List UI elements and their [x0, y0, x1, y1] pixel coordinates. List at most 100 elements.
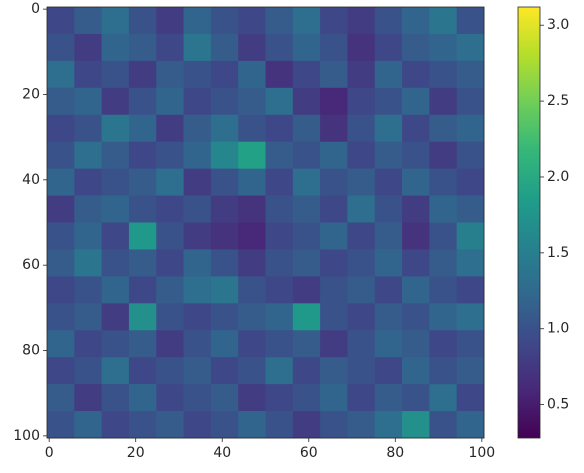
- heat-cell: [238, 384, 266, 412]
- colorbar-tick-label: 3.0: [547, 17, 569, 33]
- heat-cell: [101, 195, 130, 223]
- heat-cell: [292, 195, 321, 223]
- heat-cell: [292, 33, 321, 62]
- heat-cell: [101, 222, 130, 250]
- heat-cell: [456, 87, 485, 116]
- heat-cell: [238, 249, 266, 277]
- x-tick-label: 100: [468, 445, 495, 461]
- heat-cell: [74, 384, 103, 412]
- heat-cell: [374, 384, 403, 412]
- heat-cell: [101, 168, 130, 196]
- heat-cell: [74, 195, 103, 223]
- heat-cell: [374, 87, 403, 116]
- heat-cell: [183, 141, 212, 170]
- heat-cell: [429, 141, 458, 170]
- heat-cell: [456, 33, 485, 62]
- heat-cell: [238, 7, 266, 35]
- heat-cell: [74, 222, 103, 250]
- heat-cell: [320, 195, 348, 223]
- heat-cell: [347, 357, 376, 385]
- heat-cell: [402, 195, 430, 223]
- heat-cell: [429, 411, 458, 439]
- heat-cell: [210, 330, 239, 358]
- heat-cell: [292, 384, 321, 412]
- heat-cell: [210, 384, 239, 412]
- heat-cell: [292, 141, 321, 170]
- heat-cell: [456, 222, 485, 250]
- heat-cell: [128, 33, 157, 62]
- x-tick-label: 40: [213, 445, 231, 461]
- heat-cell: [183, 357, 212, 385]
- colorbar-tick-label: 1.5: [547, 245, 569, 261]
- heat-cell: [292, 330, 321, 358]
- heat-cell: [292, 114, 321, 143]
- heat-cell: [47, 141, 75, 170]
- heat-cell: [238, 276, 266, 304]
- heat-cell: [347, 33, 376, 62]
- heat-cell: [238, 411, 266, 439]
- heat-cell: [265, 330, 294, 358]
- heat-cell: [210, 33, 239, 62]
- y-tick-label: 40: [22, 172, 40, 188]
- heat-cell: [74, 114, 103, 143]
- heat-cell: [265, 249, 294, 277]
- heat-cell: [402, 384, 430, 412]
- heat-cell: [156, 330, 184, 358]
- heat-cell: [265, 141, 294, 170]
- heat-cell: [183, 411, 212, 439]
- heat-cell: [347, 411, 376, 439]
- heat-cell: [429, 249, 458, 277]
- heat-cell: [265, 411, 294, 439]
- heat-cell: [183, 168, 212, 196]
- heat-cell: [402, 276, 430, 304]
- heat-cell: [429, 330, 458, 358]
- heat-cell: [74, 330, 103, 358]
- heat-cell: [183, 87, 212, 116]
- heat-cell: [347, 249, 376, 277]
- heat-cell: [402, 87, 430, 116]
- heat-cell: [374, 222, 403, 250]
- heat-cell: [320, 222, 348, 250]
- heat-cell: [347, 303, 376, 331]
- heat-cell: [183, 249, 212, 277]
- heat-cell: [292, 87, 321, 116]
- heat-cell: [128, 141, 157, 170]
- plot-frame: [46, 6, 485, 439]
- heat-cell: [238, 87, 266, 116]
- heat-cell: [128, 60, 157, 89]
- heat-cell: [47, 384, 75, 412]
- heat-cell: [128, 330, 157, 358]
- heat-cell: [456, 303, 485, 331]
- heat-cell: [74, 141, 103, 170]
- heat-cell: [402, 303, 430, 331]
- heat-cell: [402, 114, 430, 143]
- heat-cell: [347, 168, 376, 196]
- y-tick-label: 60: [22, 257, 40, 273]
- heat-cell: [374, 303, 403, 331]
- x-tick-label: 80: [386, 445, 404, 461]
- heat-cell: [374, 7, 403, 35]
- heat-cell: [429, 7, 458, 35]
- heat-cell: [47, 222, 75, 250]
- heat-cell: [402, 330, 430, 358]
- heat-cell: [402, 222, 430, 250]
- heat-cell: [456, 357, 485, 385]
- heat-cell: [156, 87, 184, 116]
- colorbar-tick-label: 1.0: [547, 321, 569, 337]
- heat-cell: [47, 87, 75, 116]
- heat-cell: [265, 384, 294, 412]
- heat-cell: [292, 249, 321, 277]
- heat-cell: [374, 357, 403, 385]
- heat-cell: [183, 60, 212, 89]
- heat-cell: [156, 33, 184, 62]
- heat-cell: [183, 276, 212, 304]
- heat-cell: [47, 411, 75, 439]
- heat-cell: [210, 87, 239, 116]
- heat-cell: [265, 222, 294, 250]
- heat-cell: [238, 357, 266, 385]
- heat-cell: [374, 195, 403, 223]
- heat-cell: [238, 303, 266, 331]
- heat-cell: [347, 276, 376, 304]
